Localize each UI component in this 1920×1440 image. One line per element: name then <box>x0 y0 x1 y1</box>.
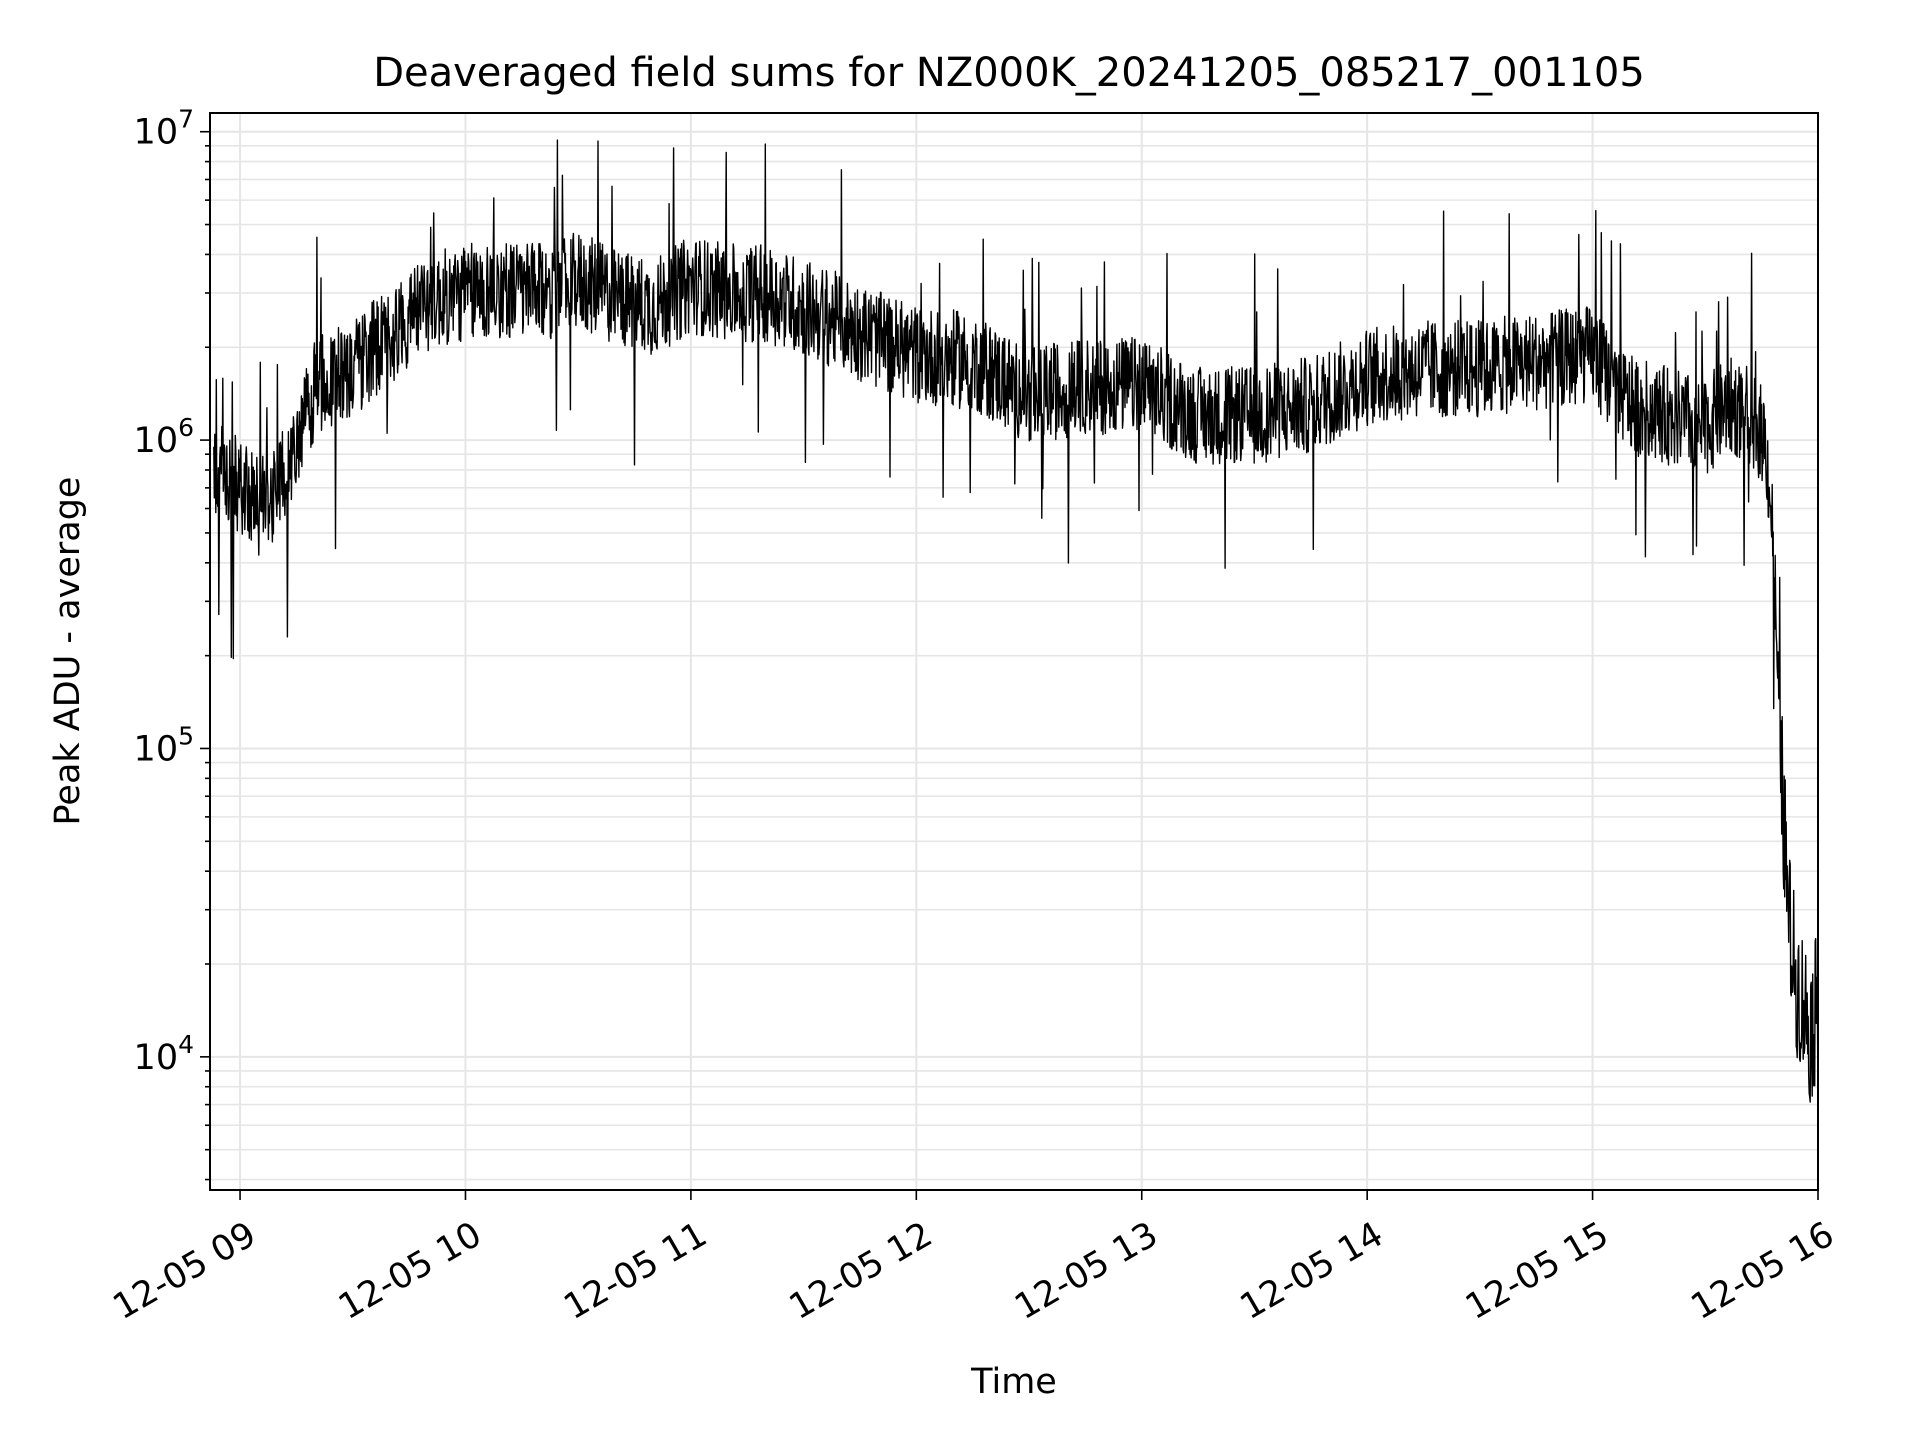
y-tick-label: 106 <box>134 413 194 461</box>
chart-title: Deaveraged field sums for NZ000K_2024120… <box>373 50 1645 96</box>
x-tick-label: 12-05 10 <box>332 1215 488 1328</box>
x-axis: 12-05 09 12-05 10 12-05 11 12-05 12 12-05 13… <box>107 1190 1841 1328</box>
y-tick-label: 107 <box>134 105 194 153</box>
x-tick-label: 12-05 16 <box>1685 1215 1841 1328</box>
x-tick-label: 12-05 12 <box>783 1215 939 1328</box>
y-tick-label: 104 <box>134 1030 194 1078</box>
x-tick-label: 12-05 13 <box>1008 1215 1164 1328</box>
y-tick-label: 105 <box>134 721 194 769</box>
y-axis: 104 105 106 107 <box>134 105 210 1181</box>
y-axis-label: Peak ADU - average <box>48 477 88 826</box>
x-tick-label: 12-05 11 <box>558 1215 714 1328</box>
x-tick-label: 12-05 09 <box>107 1215 263 1328</box>
x-axis-label: Time <box>970 1362 1057 1402</box>
series-line <box>213 139 1819 1103</box>
plot-frame <box>209 112 1819 1191</box>
x-tick-label: 12-05 14 <box>1234 1215 1390 1328</box>
x-tick-label: 12-05 15 <box>1459 1215 1615 1328</box>
